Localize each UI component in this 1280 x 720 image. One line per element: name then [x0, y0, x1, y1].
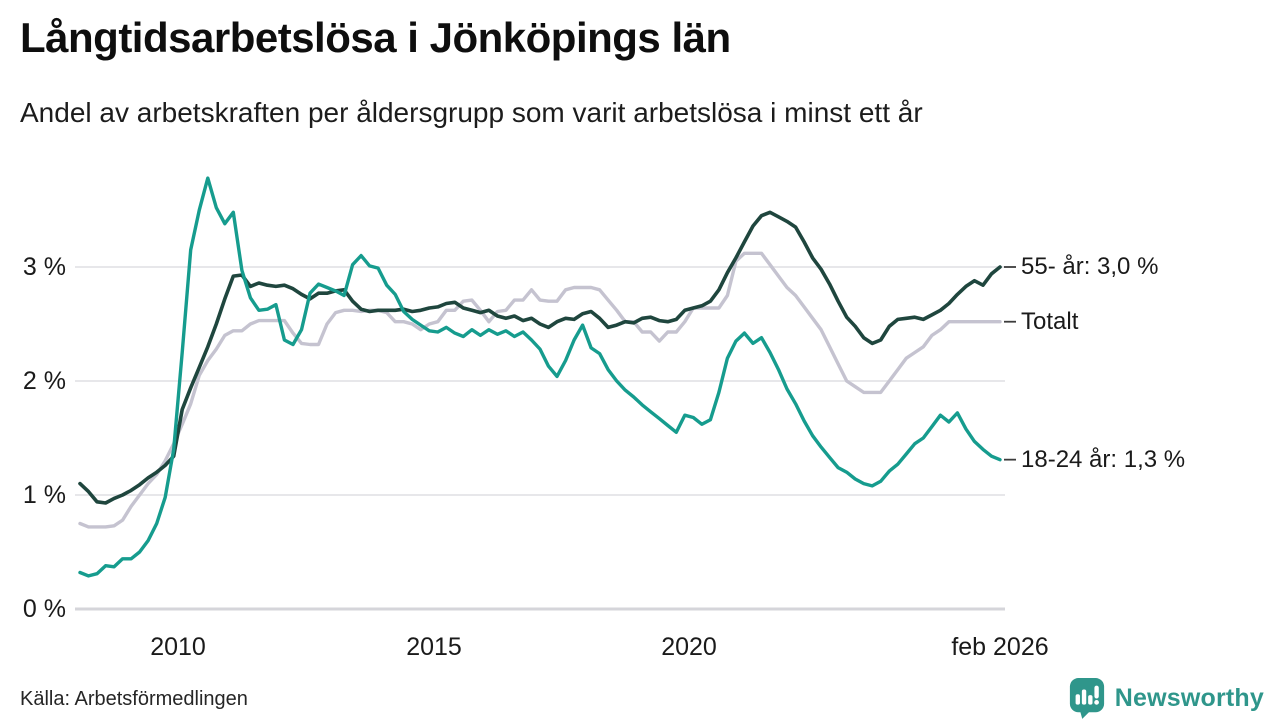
- series-end-label-totalt: Totalt: [1021, 307, 1079, 335]
- series-line-55--år: [78, 210, 1002, 505]
- y-axis-tick-label-3: 3 %: [22, 253, 66, 281]
- y-axis-tick-label-0: 0 %: [22, 595, 66, 623]
- source-attribution: Källa: Arbetsförmedlingen: [20, 688, 248, 710]
- newsworthy-speech-bubble-bar-chart-icon: [1068, 676, 1106, 720]
- series-line-18-24-år: [78, 176, 1002, 578]
- chart-subtitle: Andel av arbetskraften per åldersgrupp s…: [20, 97, 923, 128]
- y-axis-tick-label-1: 1 %: [22, 481, 66, 509]
- y-axis-tick-label-2: 2 %: [22, 367, 66, 395]
- series-end-label-55-plus: 55- år: 3,0 %: [1021, 253, 1159, 280]
- x-axis-tick-label-feb-2026: feb 2026: [951, 633, 1049, 661]
- x-axis-tick-label-2020: 2020: [661, 633, 717, 661]
- chart-title: Långtidsarbetslösa i Jönköpings län: [20, 14, 731, 61]
- series-end-label-18-24: 18-24 år: 1,3 %: [1021, 445, 1186, 473]
- x-axis-tick-label-2015: 2015: [406, 633, 462, 661]
- x-axis-tick-label-2010: 2010: [150, 633, 206, 661]
- newsworthy-logo-text: Newsworthy: [1114, 683, 1264, 712]
- newsworthy-logo: Newsworthy: [1068, 676, 1264, 720]
- series-line-Totalt: [78, 251, 1002, 529]
